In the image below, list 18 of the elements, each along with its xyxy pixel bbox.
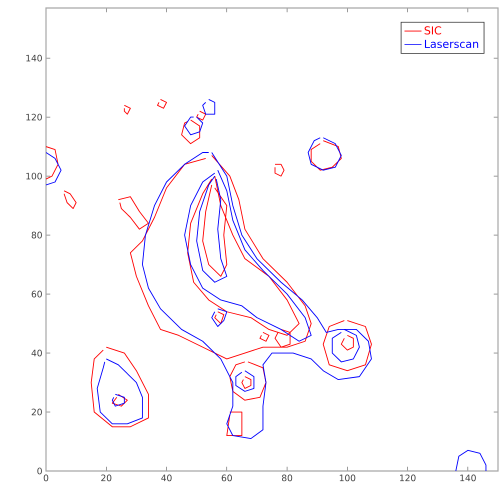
legend-label: SIC <box>424 26 442 35</box>
y-tick-label: 80 <box>32 232 42 238</box>
legend-label: Laserscan <box>424 40 478 48</box>
y-tick-label: 140 <box>26 54 42 62</box>
x-tick-label: 0 <box>44 474 48 482</box>
y-tick-label: 0 <box>37 468 42 474</box>
x-tick-label: 20 <box>101 474 112 482</box>
y-tick-label: 20 <box>32 408 42 416</box>
x-tick-label: 60 <box>222 474 232 482</box>
x-tick-label: 140 <box>460 474 476 482</box>
y-tick-label: 60 <box>32 290 42 298</box>
y-tick-label: 120 <box>26 114 42 120</box>
y-tick-label: 40 <box>32 350 42 356</box>
y-tick-label: 100 <box>26 172 42 180</box>
x-tick-label: 120 <box>400 474 416 482</box>
x-tick-label: 40 <box>161 474 172 482</box>
x-tick-label: 80 <box>282 474 292 482</box>
x-tick-label: 100 <box>340 474 356 482</box>
